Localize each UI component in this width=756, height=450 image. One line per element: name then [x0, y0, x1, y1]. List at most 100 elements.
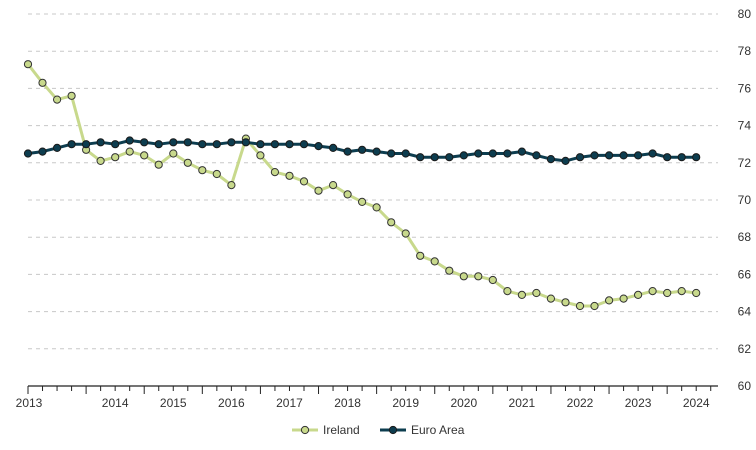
data-point-euro-area: [561, 156, 570, 165]
data-point-euro-area: [256, 140, 265, 149]
x-axis: [27, 385, 718, 394]
data-point-ireland: [212, 169, 221, 179]
data-point-ireland: [663, 288, 672, 298]
data-point-ireland: [314, 186, 323, 195]
legend-item-euro-area: Euro Area: [380, 423, 465, 437]
data-point-euro-area: [53, 143, 62, 152]
legend-swatch-ireland-marker: [300, 425, 310, 435]
x-tick-label: 2021: [509, 396, 536, 410]
data-point-ireland: [401, 229, 410, 238]
data-point-euro-area: [575, 153, 585, 162]
data-point-ireland: [256, 151, 265, 160]
data-point-euro-area: [503, 149, 512, 158]
data-point-euro-area: [198, 140, 207, 149]
data-point-ireland: [546, 294, 556, 303]
y-tick-label: 76: [738, 81, 752, 95]
data-point-ireland: [474, 272, 483, 281]
y-tick-label: 68: [738, 230, 752, 244]
data-point-ireland: [169, 149, 178, 158]
data-point-euro-area: [23, 149, 33, 158]
data-point-euro-area: [285, 140, 294, 149]
data-point-euro-area: [343, 147, 352, 156]
data-point-euro-area: [227, 138, 236, 147]
data-point-ireland: [416, 251, 425, 260]
data-point-euro-area: [430, 153, 439, 162]
data-point-ireland: [517, 290, 527, 299]
data-point-ireland: [67, 91, 76, 100]
data-point-ireland: [125, 147, 134, 156]
data-point-ireland: [634, 290, 643, 299]
data-point-ireland: [299, 177, 309, 186]
data-point-ireland: [619, 294, 628, 303]
data-point-euro-area: [169, 138, 178, 147]
data-point-ireland: [183, 158, 192, 167]
data-point-ireland: [38, 78, 47, 87]
data-point-euro-area: [183, 138, 192, 147]
y-tick-label: 70: [738, 193, 752, 207]
x-tick-label: 2015: [160, 396, 187, 410]
data-point-euro-area: [372, 147, 381, 156]
data-point-ireland: [503, 287, 512, 296]
data-point-ireland: [270, 168, 279, 177]
y-tick-label: 78: [738, 44, 752, 58]
data-point-ireland: [488, 275, 497, 285]
grid-lines: [28, 13, 718, 350]
data-point-euro-area: [590, 151, 599, 160]
data-point-ireland: [459, 272, 468, 281]
x-tick-label: 2022: [567, 396, 594, 410]
data-point-euro-area: [677, 153, 686, 162]
data-point-euro-area: [212, 140, 221, 149]
x-tick-label: 2024: [683, 396, 710, 410]
legend-item-ireland: Ireland: [292, 423, 360, 437]
data-point-ireland: [343, 190, 352, 199]
data-point-euro-area: [299, 140, 309, 149]
legend-label-euro-area: Euro Area: [411, 423, 465, 437]
x-tick-label: 2018: [334, 396, 361, 410]
x-tick-label: 2023: [625, 396, 652, 410]
data-point-euro-area: [38, 147, 47, 156]
y-tick-label: 66: [738, 267, 752, 281]
data-point-ireland: [605, 296, 614, 305]
data-point-euro-area: [445, 153, 454, 162]
y-tick-label: 80: [738, 7, 752, 21]
data-point-ireland: [575, 301, 585, 311]
data-point-euro-area: [111, 140, 120, 149]
data-point-euro-area: [154, 140, 163, 149]
data-point-euro-area: [314, 142, 323, 151]
data-point-euro-area: [663, 153, 672, 162]
y-tick-label: 62: [738, 342, 752, 356]
data-point-euro-area: [459, 151, 468, 160]
data-point-euro-area: [387, 149, 396, 158]
series-group: [23, 60, 701, 311]
series-line-ireland: [26, 63, 697, 308]
data-point-euro-area: [241, 138, 250, 147]
data-point-euro-area: [67, 140, 76, 149]
x-tick-label: 2020: [450, 396, 477, 410]
data-point-ireland: [561, 298, 570, 307]
data-point-euro-area: [358, 145, 367, 154]
data-point-ireland: [198, 166, 207, 175]
y-axis-tick-labels: 60 62 64 66 68 70 72 74 76 78 80: [738, 7, 752, 393]
data-point-euro-area: [401, 149, 410, 158]
y-tick-label: 64: [738, 305, 752, 319]
data-point-ireland: [227, 181, 236, 190]
data-point-euro-area: [648, 149, 657, 158]
data-point-euro-area: [82, 140, 91, 149]
x-tick-label: 2017: [276, 396, 303, 410]
data-point-ireland: [285, 171, 294, 180]
legend: Ireland Euro Area: [292, 423, 465, 437]
data-point-ireland: [692, 288, 701, 298]
data-point-ireland: [677, 287, 686, 296]
data-point-ireland: [154, 160, 163, 169]
y-tick-label: 60: [738, 379, 752, 393]
x-axis-tick-labels: 2013 2014 2015 2016 2017 2018 2019 2020 2021 2022…: [16, 396, 710, 410]
data-point-euro-area: [619, 151, 628, 160]
data-point-euro-area: [488, 149, 497, 158]
data-point-euro-area: [416, 153, 425, 162]
data-point-ireland: [532, 288, 541, 298]
legend-label-ireland: Ireland: [323, 423, 360, 437]
series-ireland: [23, 60, 701, 311]
data-point-euro-area: [270, 140, 279, 149]
